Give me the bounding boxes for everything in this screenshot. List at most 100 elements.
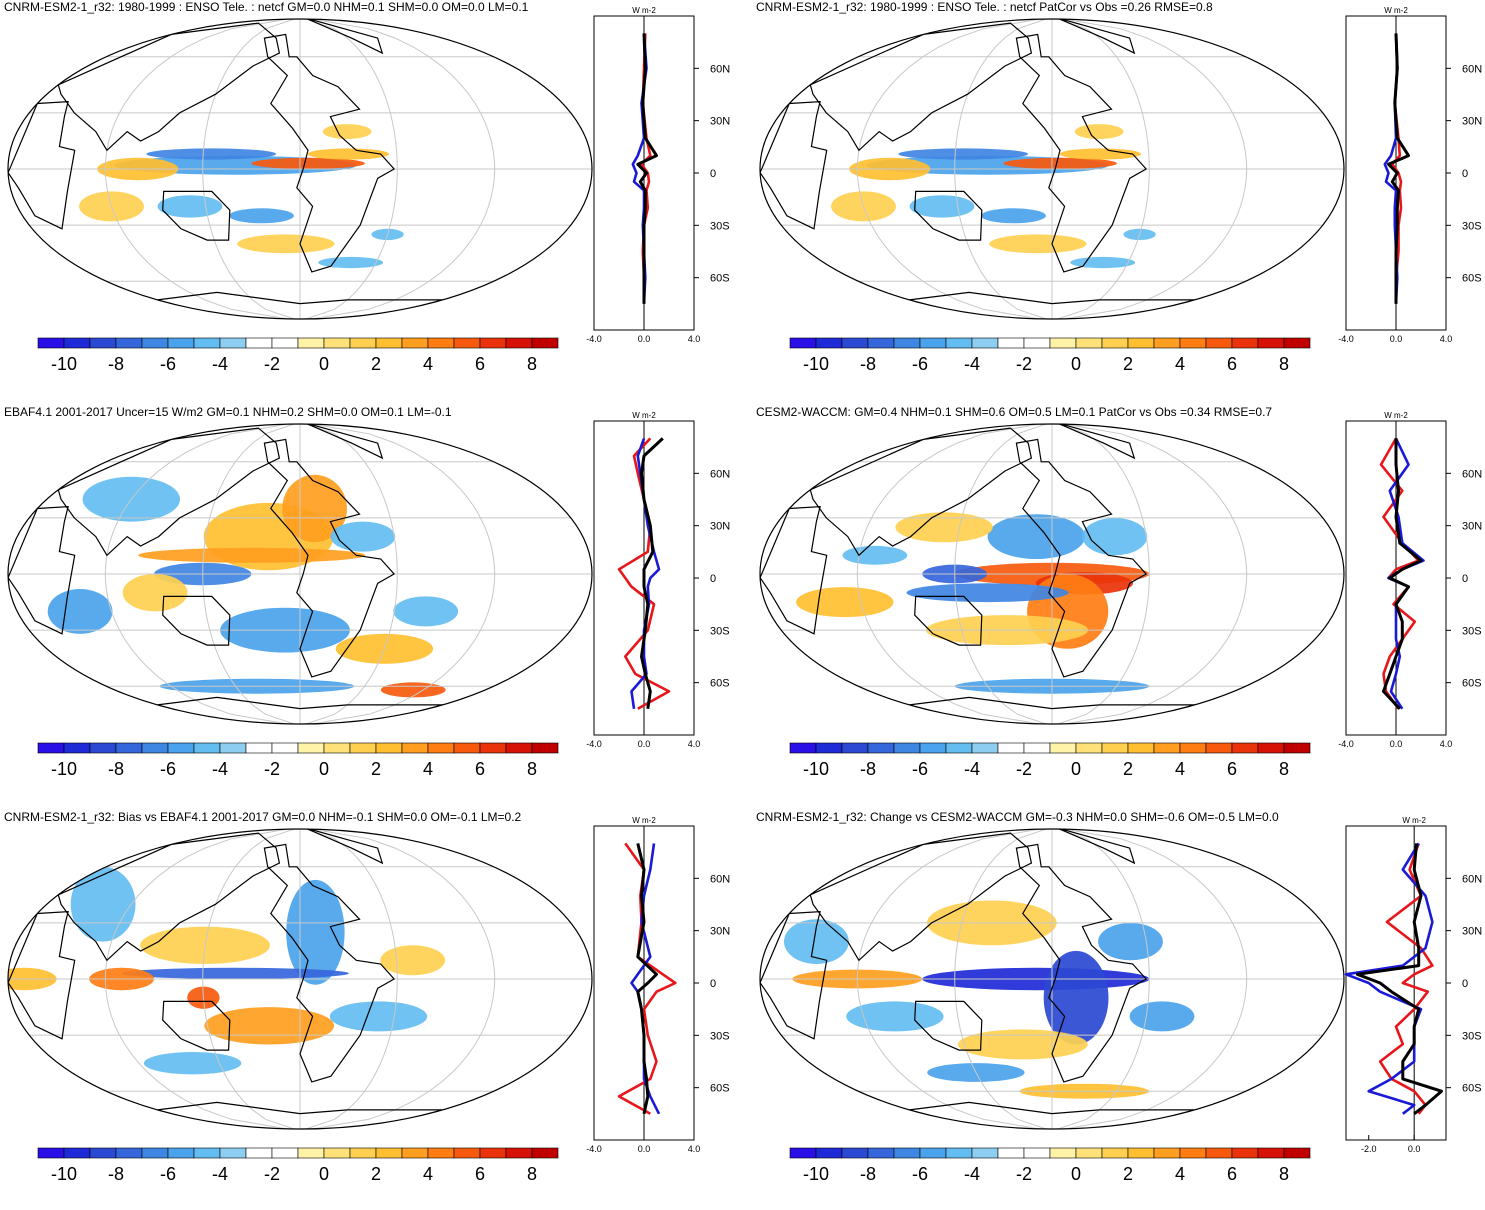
meridian-gridline [202,424,301,724]
colorbar-swatch [1153,742,1181,754]
coastline-americas [1015,843,1148,1083]
panel-title: CNRM-ESM2-1_r32: 1980-1999 : ENSO Tele. … [4,0,529,14]
colorbar-swatch [1283,1147,1311,1159]
colorbar-label: 6 [1227,759,1237,779]
colorbar-label: 4 [423,759,433,779]
coastline-greenland [1051,829,1136,865]
series-line-red [1378,842,1434,1115]
panel-title: CNRM-ESM2-1_r32: Change vs CESM2-WACCM G… [756,810,1279,824]
anomaly-region [318,256,384,269]
anomaly-region [1043,950,1109,1045]
anomaly-region [1082,517,1148,556]
anomaly-region [286,879,345,985]
colorbar-label: -8 [108,1164,124,1184]
coastline-africa [760,506,828,635]
colorbar-swatch [375,742,403,754]
colorbar-swatch [1101,337,1129,349]
lat-tick-label: 60S [1462,273,1482,285]
colorbar-swatch [453,742,481,754]
x-tick-label: 4.0 [688,334,701,344]
coastline-antarctica [909,696,1195,724]
coastline-americas [263,438,396,678]
colorbar-swatch [219,1147,247,1159]
x-tick-label: 0.0 [1390,334,1403,344]
colorbar-label: 6 [475,759,485,779]
coastline-americas [263,843,396,1083]
colorbar-swatch [971,1147,999,1159]
colorbar-swatch [1075,337,1103,349]
lat-tick-label: 30N [1462,521,1482,533]
lat-tick-label: 60S [1462,1083,1482,1095]
colorbar-swatch [893,337,921,349]
anomaly-region [1003,157,1117,169]
x-tick-label: -4.0 [1338,334,1354,344]
map-border [759,423,1345,725]
colorbar-label: 6 [475,354,485,374]
panel-p1: CNRM-ESM2-1_r32: 1980-1999 : ENSO Tele. … [0,0,740,400]
map [759,423,1345,725]
meridian-gridline [299,424,496,724]
colorbar-swatch [427,337,455,349]
colorbar-swatch [271,1147,299,1159]
colorbar-swatch [1075,1147,1103,1159]
colorbar-label: -2 [264,759,280,779]
meridian-gridline [954,424,1053,724]
anomaly-region [898,148,1029,160]
colorbar-swatch [271,742,299,754]
colorbar-swatch [63,337,91,349]
x-tick-label: 4.0 [1440,334,1453,344]
colorbar-swatch [479,742,507,754]
lat-tick-label: 60N [1462,63,1482,75]
meridian-gridline [104,424,301,724]
colorbar-label: -4 [964,759,980,779]
map [7,828,593,1130]
lat-tick-label: 30S [1462,1030,1482,1042]
meridian-gridline [1051,829,1150,1129]
colorbar-label: 4 [423,354,433,374]
meridian-gridline [104,19,301,319]
colorbar-label: 6 [1227,1164,1237,1184]
coastline-greenland [299,19,384,55]
lat-tick-label: 30N [710,116,730,128]
colorbar-label: -8 [108,354,124,374]
colorbar-swatch [841,1147,869,1159]
colorbar-swatch [141,1147,169,1159]
colorbar-label: 4 [1175,1164,1185,1184]
colorbar-label: -4 [212,354,228,374]
units-label: W m-2 [1384,6,1408,15]
colorbar-swatch [401,1147,429,1159]
anomaly-region [981,208,1046,224]
colorbar-swatch [919,742,947,754]
colorbar-swatch [63,742,91,754]
colorbar-swatch [789,337,817,349]
coastline-africa [8,506,76,635]
map-border [759,18,1345,320]
panel-title: CNRM-ESM2-1_r32: Bias vs EBAF4.1 2001-20… [4,810,522,824]
colorbar-label: 0 [1071,759,1081,779]
meridian-gridline [856,19,1053,319]
coastline-australia [162,1000,231,1051]
colorbar-swatch [297,337,325,349]
colorbar-swatch [945,1147,973,1159]
zonal-mean-plot: W m-2 60N 30N 0 30S 60S -4.0 0.0 4.0 [586,816,730,1154]
anomaly-region [393,596,459,627]
colorbar-swatch [867,1147,895,1159]
coastline-greenland [299,829,384,865]
lat-tick-label: 60S [710,273,730,285]
colorbar-swatch [297,742,325,754]
colorbar-swatch [323,1147,351,1159]
colorbar-label: -8 [860,759,876,779]
coastline-antarctica [157,696,443,724]
anomaly-region [322,124,372,140]
anomaly-region [138,547,366,563]
colorbar-swatch [193,1147,221,1159]
colorbar-label: -8 [860,354,876,374]
x-tick-label: -4.0 [586,334,602,344]
lat-tick-label: 60N [710,468,730,480]
series-line-black [640,437,664,710]
colorbar-label: 6 [475,1164,485,1184]
lat-tick-label: 30N [710,926,730,938]
colorbar-swatch [505,1147,533,1159]
units-label: W m-2 [1384,411,1408,420]
colorbar-swatch [245,742,273,754]
